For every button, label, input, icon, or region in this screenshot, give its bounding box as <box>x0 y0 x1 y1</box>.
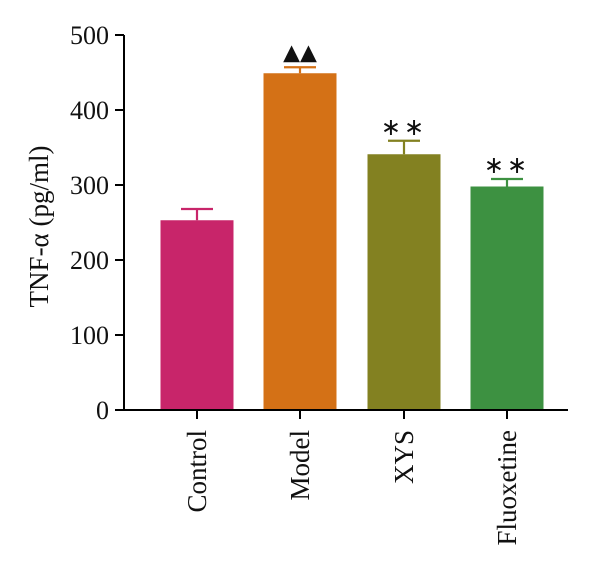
y-tick-label: 100 <box>70 321 109 350</box>
x-tick-label: Model <box>285 430 315 501</box>
x-tick-label: Control <box>182 430 212 513</box>
x-tick-label: XYS <box>389 430 419 484</box>
significance-annotation: ∗∗ <box>381 113 427 141</box>
y-tick-label: 200 <box>70 246 109 275</box>
y-axis: 0 100 200 300 400 500 <box>70 21 125 425</box>
bar <box>470 186 544 410</box>
y-tick-label: 0 <box>96 396 109 425</box>
y-tick-label: 400 <box>70 96 109 125</box>
y-axis-title: TNF-α (pg/ml) <box>24 146 54 308</box>
y-tick-label: 500 <box>70 21 109 50</box>
significance-annotation: ∗∗ <box>484 151 530 179</box>
bar <box>263 73 337 410</box>
y-tick-label: 300 <box>70 171 109 200</box>
bars: ▲▲ ∗∗ ∗∗ <box>160 40 544 410</box>
bar <box>367 154 441 410</box>
x-axis: Control Model XYS Fluoxetine <box>124 409 568 546</box>
x-tick-label: Fluoxetine <box>492 430 522 546</box>
significance-annotation: ▲▲ <box>283 40 317 65</box>
bar <box>160 220 234 410</box>
